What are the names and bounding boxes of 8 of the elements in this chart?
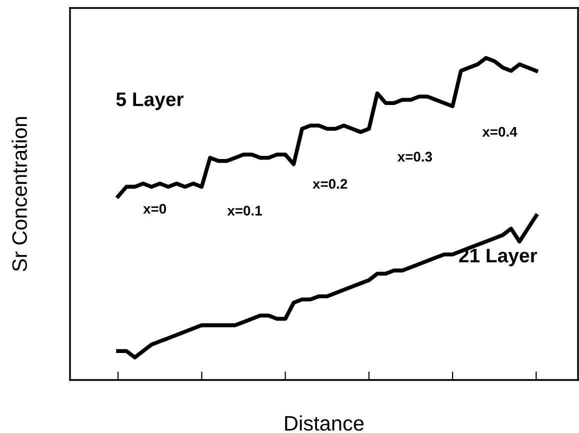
annotation: x=0.1 [227, 206, 262, 216]
y-axis-title: Sr Concentration [12, 117, 27, 272]
text: 5 Layer [116, 92, 184, 110]
annotation: x=0.4 [482, 126, 518, 137]
annotation: x=0.2 [312, 178, 348, 189]
annotation: x=0.3 [397, 152, 432, 162]
x-axis-title: Distance [285, 415, 364, 431]
annotation: x=0 [143, 204, 166, 214]
